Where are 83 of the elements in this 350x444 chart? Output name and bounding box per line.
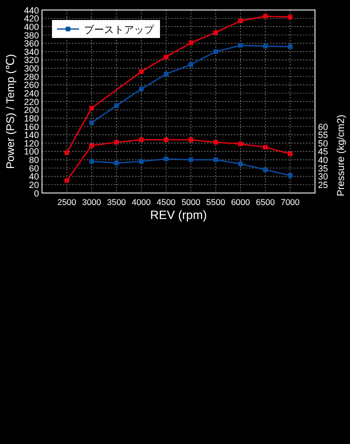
- y-tick-label: 100: [24, 146, 39, 157]
- y2-tick-label: 45: [318, 146, 328, 157]
- x-tick-label: 5000: [181, 197, 201, 207]
- y-tick-label: 80: [28, 155, 39, 166]
- y-tick-label: 160: [24, 122, 39, 132]
- point: [263, 44, 268, 48]
- y-tick-label: 220: [24, 96, 39, 107]
- y-tick-label: 200: [24, 105, 39, 116]
- y-axis-title: Power (PS) / Temp (℃): [5, 54, 17, 169]
- point: [213, 140, 218, 145]
- legend: ブーストアップ: [52, 20, 160, 38]
- x-tick-label: 6500: [256, 197, 276, 207]
- point: [288, 173, 292, 178]
- point: [213, 49, 218, 54]
- point: [114, 160, 119, 166]
- y-tick-label: 40: [28, 172, 39, 182]
- y-tick-label: 280: [24, 72, 39, 82]
- point: [138, 159, 144, 164]
- y2-tick-label: 60: [318, 122, 328, 132]
- point: [89, 120, 94, 126]
- x-tick-label: 5500: [206, 197, 226, 207]
- point: [213, 30, 218, 35]
- point: [188, 62, 194, 67]
- y2-tick-label: 55: [318, 130, 328, 140]
- y2-tick-label: 40: [318, 155, 328, 166]
- point: [138, 86, 144, 92]
- y2-tick-label: 25: [318, 180, 328, 190]
- x-axis-title: REV (rpm): [150, 208, 207, 222]
- point: [138, 137, 144, 142]
- y-tick-label: 360: [24, 38, 39, 49]
- point: [164, 54, 168, 60]
- point: [188, 137, 194, 142]
- y-tick-label: 140: [24, 130, 39, 140]
- x-tick-label: 3000: [82, 197, 102, 207]
- point: [288, 14, 292, 20]
- y-tick-label: 240: [24, 88, 39, 98]
- point: [188, 40, 194, 46]
- point: [164, 156, 168, 162]
- point: [164, 137, 168, 142]
- y-tick-label: 180: [24, 113, 39, 124]
- y-tick-label: 300: [24, 64, 39, 74]
- point: [263, 14, 268, 19]
- y-tick-label: 260: [24, 80, 39, 90]
- legend-label: ブーストアップ: [84, 24, 155, 36]
- y2-tick-label: 35: [318, 163, 328, 174]
- y-tick-label: 20: [28, 180, 39, 190]
- x-tick-label: 6000: [231, 197, 250, 207]
- x-tick-label: 2500: [57, 197, 77, 207]
- point: [138, 69, 144, 74]
- y-tick-label: 320: [24, 55, 39, 66]
- point: [238, 18, 243, 24]
- y2-tick-label: 30: [318, 172, 328, 182]
- point: [64, 150, 70, 155]
- point: [238, 162, 243, 166]
- y2-tick-label: 50: [318, 138, 328, 148]
- x-tick-label: 7000: [280, 197, 300, 207]
- point: [114, 103, 119, 108]
- y-tick-label: 400: [24, 22, 39, 32]
- y-tick-label: 340: [24, 46, 39, 57]
- y-tick-label: 60: [28, 163, 39, 174]
- point: [288, 44, 292, 49]
- point: [263, 167, 268, 172]
- point: [188, 157, 194, 162]
- x-tick-label: 4500: [156, 197, 176, 207]
- point: [89, 106, 94, 110]
- point: [238, 43, 243, 48]
- y-tick-label: 120: [24, 138, 39, 148]
- point: [89, 143, 94, 148]
- point: [263, 144, 268, 150]
- x-tick-label: 4000: [132, 197, 151, 207]
- point: [114, 140, 119, 145]
- y-tick-label: 380: [24, 30, 39, 40]
- point: [213, 157, 218, 162]
- point: [89, 159, 94, 164]
- y-tick-label: 420: [24, 14, 39, 24]
- point: [238, 142, 243, 146]
- x-tick-label: 3500: [106, 197, 126, 207]
- y-tick-label: 440: [24, 5, 39, 16]
- y2-axis-title: Pressure (kg/cm2): [336, 114, 347, 196]
- point: [288, 152, 292, 156]
- y-tick-label: 0: [34, 188, 39, 198]
- point: [164, 72, 168, 76]
- point: [64, 178, 70, 183]
